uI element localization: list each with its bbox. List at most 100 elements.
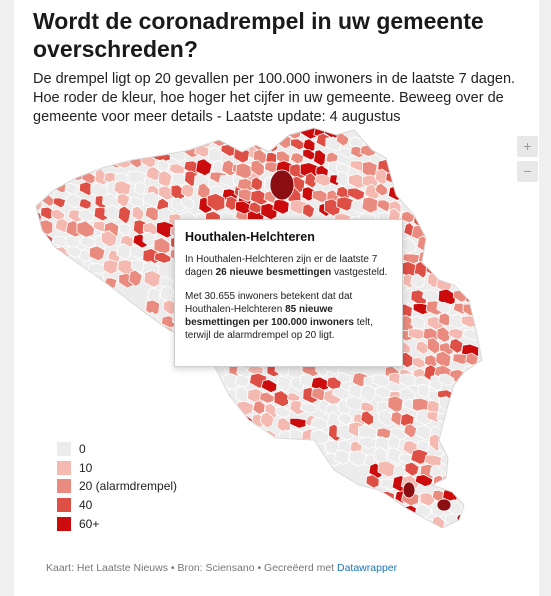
municipality-area[interactable]: [225, 429, 242, 447]
municipality-area[interactable]: [360, 410, 374, 426]
municipality-area[interactable]: [260, 440, 277, 454]
municipality-area[interactable]: [196, 403, 211, 419]
municipality-area[interactable]: [78, 155, 98, 173]
municipality-area[interactable]: [208, 390, 226, 409]
municipality-area[interactable]: [414, 474, 434, 488]
municipality-area[interactable]: [362, 491, 381, 508]
municipality-area[interactable]: [28, 263, 45, 278]
municipality-area[interactable]: [25, 219, 39, 235]
municipality-area[interactable]: [463, 276, 482, 294]
municipality-area[interactable]: [144, 425, 159, 442]
municipality-area[interactable]: [414, 199, 429, 215]
municipality-area[interactable]: [465, 259, 480, 277]
municipality-area[interactable]: [39, 258, 55, 273]
municipality-area[interactable]: [37, 246, 54, 263]
municipality-area[interactable]: [54, 171, 69, 185]
municipality-area[interactable]: [276, 453, 293, 466]
municipality-area[interactable]: [250, 159, 265, 177]
municipality-area[interactable]: [40, 274, 60, 291]
municipality-area[interactable]: [278, 124, 293, 137]
municipality-area[interactable]: [236, 122, 252, 136]
municipality-area[interactable]: [262, 123, 278, 140]
municipality-area[interactable]: [64, 145, 79, 159]
municipality-area[interactable]: [159, 356, 174, 368]
municipality-area[interactable]: [180, 196, 195, 211]
municipality-area[interactable]: [161, 425, 176, 442]
municipality-area[interactable]: [148, 400, 164, 417]
municipality-area[interactable]: [143, 339, 163, 354]
municipality-area[interactable]: [299, 402, 318, 414]
municipality-area[interactable]: [441, 475, 459, 487]
municipality-area[interactable]: [259, 411, 275, 429]
municipality-area[interactable]: [247, 450, 266, 468]
municipality-area[interactable]: [402, 131, 421, 148]
municipality-area[interactable]: [160, 405, 176, 420]
municipality-area[interactable]: [410, 448, 429, 465]
municipality-area[interactable]: [348, 450, 367, 467]
municipality-area[interactable]: [301, 452, 315, 467]
municipality-area[interactable]: [364, 502, 382, 521]
municipality-area[interactable]: [25, 235, 44, 249]
municipality-area[interactable]: [457, 518, 474, 532]
municipality-hotspot[interactable]: [402, 481, 416, 499]
municipality-area[interactable]: [436, 264, 451, 283]
municipality-area[interactable]: [379, 490, 395, 505]
municipality-area[interactable]: [66, 245, 83, 258]
municipality-area[interactable]: [385, 147, 403, 159]
municipality-area[interactable]: [158, 363, 175, 379]
municipality-area[interactable]: [76, 273, 91, 288]
municipality-area[interactable]: [156, 374, 174, 391]
municipality-area[interactable]: [232, 129, 248, 146]
municipality-area[interactable]: [412, 167, 432, 187]
municipality-area[interactable]: [236, 140, 250, 152]
municipality-area[interactable]: [236, 440, 254, 453]
municipality-area[interactable]: [103, 141, 118, 158]
municipality-area[interactable]: [261, 429, 277, 446]
municipality-area[interactable]: [173, 373, 189, 390]
municipality-area[interactable]: [23, 270, 42, 285]
municipality-area[interactable]: [410, 273, 425, 289]
municipality-hotspot[interactable]: [436, 498, 452, 512]
municipality-area[interactable]: [298, 439, 317, 454]
municipality-area[interactable]: [133, 181, 147, 196]
municipality-area[interactable]: [416, 160, 429, 175]
municipality-area[interactable]: [437, 373, 455, 387]
municipality-area[interactable]: [193, 412, 214, 430]
municipality-area[interactable]: [52, 197, 66, 209]
municipality-area[interactable]: [29, 245, 42, 260]
zoom-in-button[interactable]: +: [517, 136, 538, 157]
municipality-area[interactable]: [413, 129, 430, 145]
municipality-area[interactable]: [451, 266, 466, 278]
municipality-area[interactable]: [301, 186, 315, 202]
municipality-area[interactable]: [360, 384, 376, 403]
municipality-area[interactable]: [128, 269, 143, 287]
municipality-area[interactable]: [391, 515, 409, 531]
municipality-area[interactable]: [54, 272, 68, 290]
municipality-area[interactable]: [196, 431, 210, 445]
municipality-area[interactable]: [465, 352, 479, 366]
municipality-area[interactable]: [302, 203, 316, 219]
municipality-area[interactable]: [444, 466, 461, 480]
municipality-area[interactable]: [288, 440, 307, 458]
municipality-area[interactable]: [88, 245, 106, 262]
municipality-area[interactable]: [142, 231, 156, 247]
municipality-area[interactable]: [225, 405, 239, 422]
municipality-area[interactable]: [441, 427, 455, 442]
municipality-area[interactable]: [209, 426, 225, 444]
municipality-area[interactable]: [182, 388, 201, 404]
municipality-area[interactable]: [387, 133, 405, 150]
municipality-area[interactable]: [250, 444, 267, 458]
municipality-hotspot[interactable]: [269, 169, 295, 201]
municipality-area[interactable]: [155, 221, 175, 239]
municipality-area[interactable]: [260, 379, 278, 394]
zoom-out-button[interactable]: −: [517, 161, 538, 182]
municipality-area[interactable]: [277, 375, 291, 393]
municipality-area[interactable]: [361, 196, 379, 214]
municipality-hotspot[interactable]: [456, 513, 468, 523]
municipality-area[interactable]: [147, 393, 163, 405]
municipality-area[interactable]: [184, 401, 199, 418]
municipality-area[interactable]: [412, 180, 427, 199]
municipality-area[interactable]: [448, 338, 464, 354]
municipality-area[interactable]: [25, 182, 43, 198]
municipality-area[interactable]: [159, 418, 177, 435]
